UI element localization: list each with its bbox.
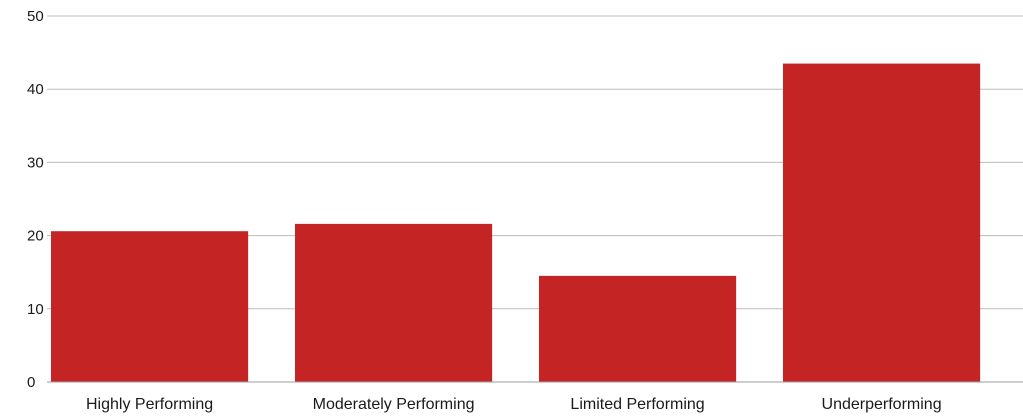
bar-underperforming (783, 63, 981, 383)
x-tick-label-moderately-performing: Moderately Performing (313, 396, 475, 413)
y-tick-label-40: 40 (27, 81, 44, 98)
x-tick-label-limited-performing: Limited Performing (570, 396, 704, 413)
y-tick-label-20: 20 (27, 228, 44, 245)
bars (51, 63, 981, 383)
x-axis-category-labels: Highly Performing Moderately Performing Li… (86, 396, 942, 413)
x-tick-label-highly-performing: Highly Performing (86, 396, 213, 413)
bar-highly-performing (51, 231, 249, 382)
x-tick-label-underperforming: Underperforming (822, 396, 942, 413)
bar-moderately-performing (295, 223, 493, 382)
y-tick-label-30: 30 (27, 154, 44, 171)
y-tick-label-0: 0 (27, 374, 35, 391)
y-axis-tick-labels: 0 10 20 30 40 50 (27, 8, 44, 391)
bar-limited-performing (539, 275, 737, 382)
y-tick-label-10: 10 (27, 301, 44, 318)
y-tick-label-50: 50 (27, 8, 44, 25)
